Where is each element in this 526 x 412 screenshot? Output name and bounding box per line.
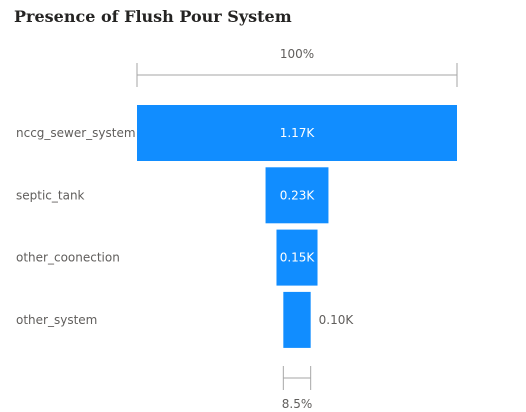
data-label: 1.17K [280, 126, 316, 140]
category-label: septic_tank [16, 188, 85, 202]
category-label: other_system [16, 313, 97, 327]
funnel-bar[interactable] [283, 291, 311, 348]
funnel-bar[interactable] [137, 105, 457, 161]
funnel-bars: nccg_sewer_system 1.17K septic_tank 0.23K ot… [16, 105, 457, 348]
bottom-percent-label: 8.5% [282, 397, 313, 411]
funnel-bar[interactable] [276, 229, 318, 286]
data-label: 0.23K [280, 188, 316, 202]
data-label: 0.10K [319, 313, 355, 327]
top-percent-bracket [136, 63, 458, 87]
funnel-bar[interactable] [265, 167, 329, 224]
chart-title: Presence of Flush Pour System [14, 7, 292, 26]
bottom-percent-bracket [282, 366, 312, 390]
category-label: other_coonection [16, 251, 120, 265]
top-percent-label: 100% [280, 47, 314, 61]
category-label: nccg_sewer_system [16, 126, 136, 140]
data-label: 0.15K [280, 251, 316, 265]
